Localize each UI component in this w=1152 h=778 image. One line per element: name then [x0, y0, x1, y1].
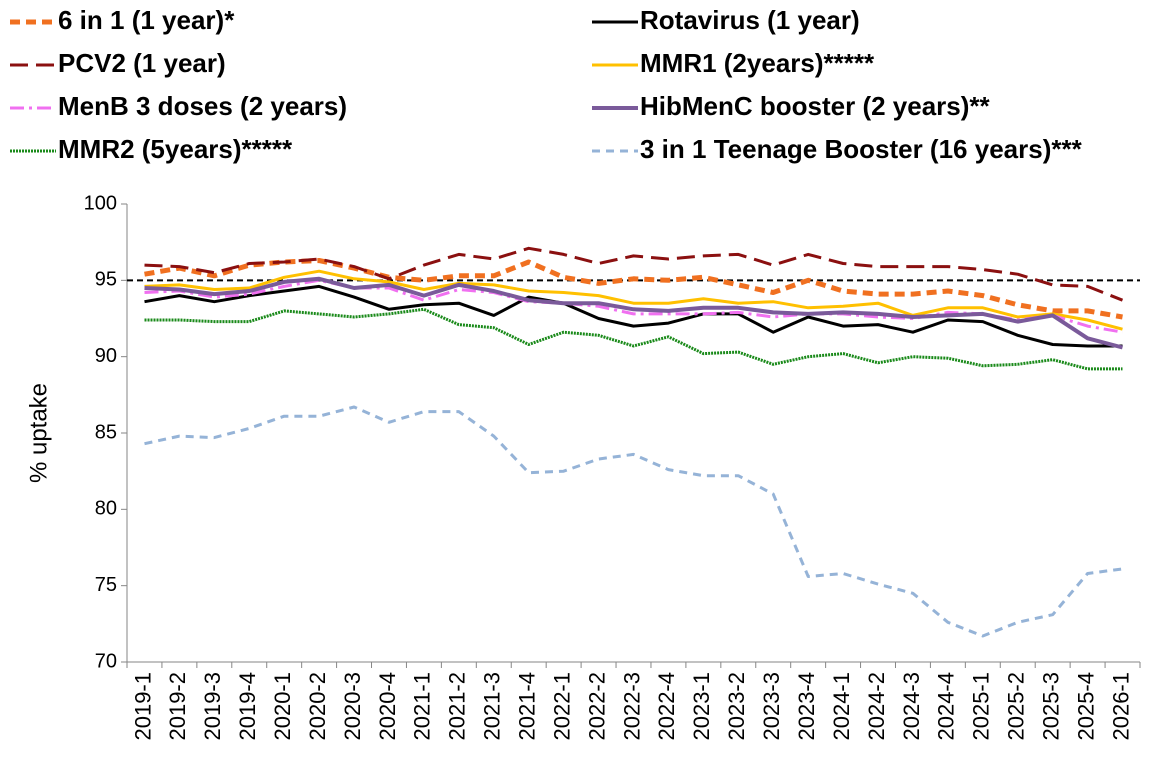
x-tick-label: 2022-4	[654, 672, 679, 741]
x-tick-label: 2023-2	[724, 672, 749, 741]
series-line	[144, 307, 1123, 371]
x-tick-label: 2023-4	[794, 672, 819, 741]
x-tick-label: 2023-1	[689, 672, 714, 741]
legend-label: 3 in 1 Teenage Booster (16 years)***	[640, 134, 1083, 164]
legend-label: 6 in 1 (1 year)*	[58, 5, 235, 35]
x-tick-label: 2020-1	[270, 672, 295, 741]
legend-label: MMR1 (2years)*****	[640, 48, 875, 78]
x-tick-label: 2023-3	[759, 672, 784, 741]
y-axis-label: % uptake	[25, 383, 52, 483]
legend-label: MenB 3 doses (2 years)	[58, 91, 347, 121]
y-tick-label: 95	[95, 269, 117, 291]
x-tick-label: 2020-3	[340, 672, 365, 741]
x-tick-label: 2021-1	[410, 672, 435, 741]
legend-label: MMR2 (5years)*****	[58, 134, 293, 164]
y-tick-label: 90	[95, 345, 117, 367]
y-tick-label: 75	[95, 574, 117, 596]
y-tick-label: 80	[95, 498, 117, 520]
x-tick-label: 2025-4	[1073, 672, 1098, 741]
series-line	[144, 269, 1123, 331]
x-tick-label: 2019-2	[165, 672, 190, 741]
x-tick-label: 2019-3	[200, 672, 225, 741]
series-line	[144, 405, 1123, 638]
x-tick-label: 2019-4	[235, 672, 260, 741]
x-tick-label: 2024-1	[829, 672, 854, 741]
series-line	[144, 276, 1124, 350]
series-line	[144, 278, 1123, 334]
x-tick-label: 2024-2	[864, 672, 889, 741]
x-tick-label: 2024-3	[899, 672, 924, 741]
series-line	[144, 246, 1124, 302]
x-tick-label: 2020-4	[375, 672, 400, 741]
x-tick-label: 2024-4	[934, 672, 959, 741]
legend-label: HibMenC booster (2 years)**	[640, 91, 991, 121]
y-tick-label: 85	[95, 421, 117, 443]
x-tick-label: 2020-2	[305, 672, 330, 741]
x-tick-label: 2022-2	[584, 672, 609, 741]
x-tick-label: 2022-3	[619, 672, 644, 741]
series-line	[144, 284, 1123, 348]
x-tick-label: 2021-3	[480, 672, 505, 741]
legend-label: PCV2 (1 year)	[58, 48, 226, 78]
x-tick-label: 2025-1	[969, 672, 994, 741]
x-tick-label: 2025-2	[1004, 672, 1029, 741]
x-tick-label: 2025-3	[1038, 672, 1063, 741]
x-tick-label: 2021-2	[445, 672, 470, 741]
x-tick-label: 2022-1	[549, 672, 574, 741]
legend-label: Rotavirus (1 year)	[640, 5, 860, 35]
x-tick-label: 2026-1	[1108, 672, 1133, 741]
x-tick-label: 2019-1	[130, 672, 155, 741]
y-tick-label: 100	[84, 192, 117, 214]
x-tick-label: 2021-4	[515, 672, 540, 741]
y-tick-label: 70	[95, 650, 117, 672]
